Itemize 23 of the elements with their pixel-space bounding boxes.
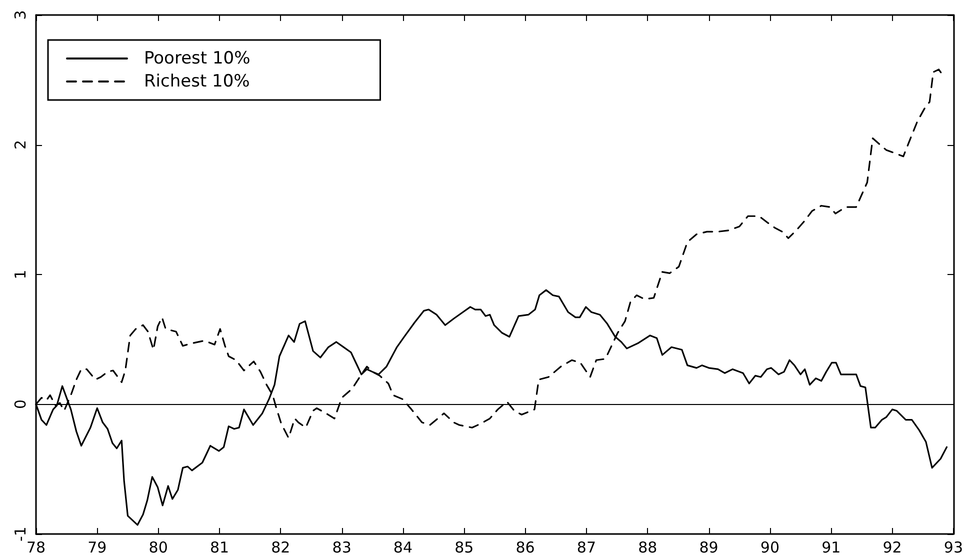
x-tick-label: 79 xyxy=(88,538,107,556)
x-tick-label: 78 xyxy=(26,538,46,556)
y-tick-label: 3 xyxy=(12,10,30,20)
x-tick-label: 85 xyxy=(454,538,474,556)
legend-label: Poorest 10% xyxy=(144,48,250,68)
x-tick-label: 93 xyxy=(944,538,964,556)
x-tick-label: 81 xyxy=(210,538,230,556)
y-tick-label: 2 xyxy=(12,140,30,150)
x-tick-label: 80 xyxy=(148,538,168,556)
x-tick-label: 84 xyxy=(393,538,413,556)
legend-label: Richest 10% xyxy=(144,72,250,92)
x-tick-label: 88 xyxy=(638,538,658,556)
x-tick-label: 83 xyxy=(332,538,352,556)
y-tick-label: 0 xyxy=(12,399,30,410)
x-tick-label: 87 xyxy=(576,538,596,556)
y-tick-label: -1 xyxy=(12,526,30,542)
x-tick-label: 89 xyxy=(699,538,718,556)
x-tick-label: 90 xyxy=(760,538,780,556)
x-tick-label: 86 xyxy=(516,538,535,556)
y-tick-label: 1 xyxy=(12,270,30,280)
x-tick-label: 92 xyxy=(882,538,902,556)
x-tick-label: 91 xyxy=(822,538,841,556)
x-tick-label: 82 xyxy=(271,538,290,556)
